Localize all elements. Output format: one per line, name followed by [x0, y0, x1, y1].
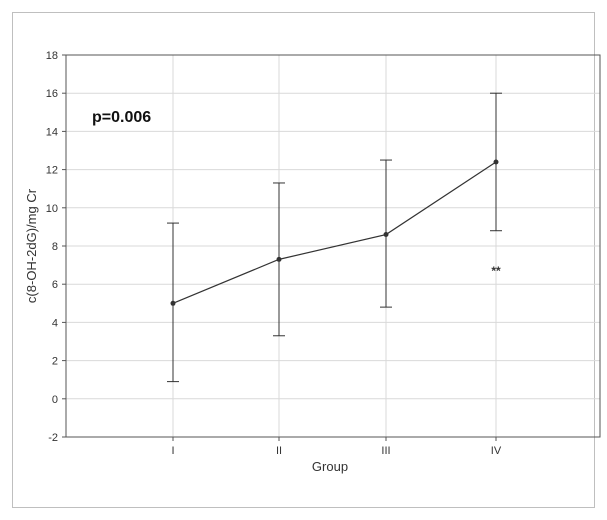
error-bars — [167, 92, 502, 383]
y-tick-label: 0 — [52, 394, 58, 406]
y-axis-ticks: -2 0 2 4 6 8 10 12 14 16 18 — [46, 50, 66, 444]
x-tick-label: III — [381, 445, 390, 457]
p-value-annotation: p=0.006 — [92, 109, 151, 126]
y-tick-label: 12 — [46, 165, 58, 177]
x-axis-ticks: I II III IV — [171, 437, 502, 457]
y-tick-label: 2 — [52, 356, 58, 368]
y-axis-label: c(8-OH-2dG)/mg Cr — [24, 188, 39, 303]
data-point — [276, 256, 282, 262]
y-tick-label: 10 — [46, 203, 58, 215]
y-tick-label: -2 — [48, 432, 58, 444]
x-tick-label: I — [171, 445, 174, 457]
significance-marker: ** — [491, 264, 501, 278]
data-points — [170, 159, 499, 306]
data-point — [493, 159, 499, 165]
data-point — [170, 300, 176, 306]
y-tick-label: 6 — [52, 279, 58, 291]
y-tick-label: 18 — [46, 50, 58, 62]
data-point — [383, 232, 389, 238]
y-tick-label: 14 — [46, 126, 58, 138]
y-tick-label: 16 — [46, 88, 58, 100]
x-axis-label: Group — [312, 459, 348, 474]
figure-frame — [12, 12, 595, 508]
series-line — [172, 161, 497, 304]
y-tick-label: 4 — [52, 317, 58, 329]
y-tick-label: 8 — [52, 241, 58, 253]
x-tick-label: II — [276, 445, 282, 457]
x-tick-label: IV — [491, 445, 502, 457]
